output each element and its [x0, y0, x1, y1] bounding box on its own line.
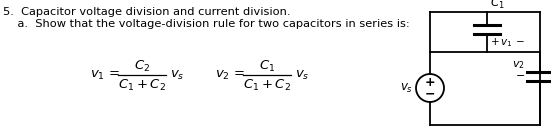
Text: $v_2\,=$: $v_2\,=$	[215, 68, 245, 81]
Text: $v_s$: $v_s$	[295, 68, 310, 81]
Text: $C_2$: $C_2$	[134, 59, 150, 74]
Text: $v_1\,=$: $v_1\,=$	[90, 68, 121, 81]
Text: +: +	[425, 76, 435, 89]
Text: −: −	[425, 87, 435, 100]
Text: $C_1$: $C_1$	[259, 59, 275, 74]
Text: $-$: $-$	[515, 69, 525, 79]
Text: $C_1+C_2$: $C_1+C_2$	[243, 77, 291, 93]
Text: $v_s$: $v_s$	[170, 68, 185, 81]
Text: $C_1$: $C_1$	[490, 0, 505, 11]
Text: 5.  Capacitor voltage division and current division.: 5. Capacitor voltage division and curren…	[3, 7, 290, 17]
Text: $+\,v_1\,-$: $+\,v_1\,-$	[490, 37, 525, 49]
Text: $C_1+C_2$: $C_1+C_2$	[118, 77, 166, 93]
Text: $v_2$: $v_2$	[512, 59, 525, 71]
Text: a.  Show that the voltage-division rule for two capacitors in series is:: a. Show that the voltage-division rule f…	[3, 19, 410, 29]
Text: $v_s$: $v_s$	[400, 81, 413, 94]
